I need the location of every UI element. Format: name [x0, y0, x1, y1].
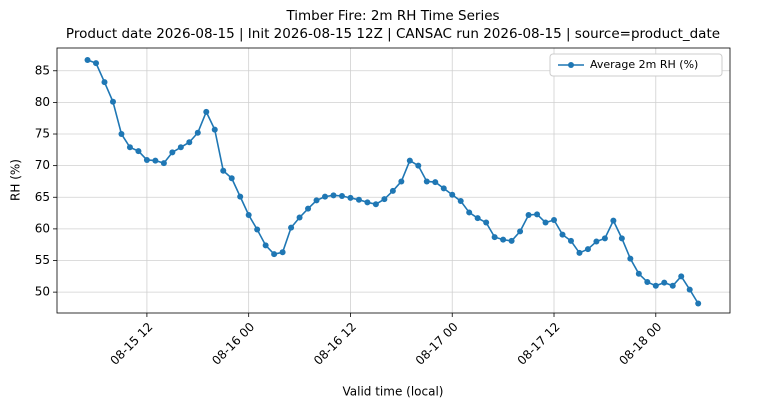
data-point [551, 217, 558, 224]
data-point [695, 300, 702, 307]
data-point [500, 236, 507, 243]
data-point [483, 219, 490, 226]
plot-frame [56, 47, 731, 314]
data-point [330, 192, 337, 199]
data-point [508, 237, 515, 244]
data-point [186, 139, 193, 146]
data-point [177, 144, 184, 151]
data-point [601, 235, 608, 242]
data-point [305, 205, 312, 212]
data-point [669, 282, 676, 289]
data-point [152, 157, 159, 164]
data-point [109, 98, 116, 105]
data-point [194, 129, 201, 136]
y-tick-label: 60 [35, 221, 50, 235]
x-axis-label: Valid time (local) [343, 385, 444, 399]
data-point [610, 217, 617, 224]
legend-marker [568, 62, 574, 68]
data-point [228, 175, 235, 182]
chart-subtitle: Product date 2026-08-15 | Init 2026-08-1… [66, 26, 720, 42]
data-point [296, 214, 303, 221]
data-point [423, 178, 430, 185]
data-point [271, 251, 278, 258]
data-point [686, 286, 693, 293]
data-point [457, 198, 464, 205]
data-point [534, 211, 541, 218]
legend-box [549, 53, 723, 77]
data-point [93, 60, 100, 67]
data-point [313, 197, 320, 204]
data-point [474, 215, 481, 222]
x-tick-label: 08-15 12 [107, 320, 155, 368]
data-point [84, 57, 91, 64]
y-tick-label: 80 [35, 95, 50, 109]
data-point [661, 279, 668, 286]
x-tick-label: 08-17 12 [515, 320, 563, 368]
x-tick-label: 08-17 00 [413, 320, 461, 368]
x-tick-label: 08-18 00 [616, 320, 664, 368]
data-point [338, 192, 345, 199]
data-point [678, 273, 685, 280]
y-tick-label: 55 [35, 253, 50, 267]
legend-label: Average 2m RH (%) [590, 58, 698, 71]
data-point [381, 196, 388, 203]
data-point [169, 149, 176, 156]
data-point [466, 209, 473, 216]
x-tick-label: 08-16 12 [311, 320, 359, 368]
data-point [203, 108, 210, 115]
data-point [389, 187, 396, 194]
data-point [542, 219, 549, 226]
data-point [254, 226, 261, 233]
data-point [593, 238, 600, 245]
data-point [347, 194, 354, 201]
data-point [288, 224, 295, 231]
data-point [517, 228, 524, 235]
data-point [211, 126, 218, 133]
data-point [406, 157, 413, 164]
data-point [355, 196, 362, 203]
data-point [652, 282, 659, 289]
data-point [644, 279, 651, 286]
data-point [245, 211, 252, 218]
data-point [618, 235, 625, 242]
data-point [160, 160, 167, 167]
data-point [491, 234, 498, 241]
y-tick-label: 85 [35, 63, 50, 77]
data-point [440, 185, 447, 192]
data-point [126, 144, 133, 151]
data-point [364, 199, 371, 206]
data-point [449, 191, 456, 198]
data-point [415, 162, 422, 169]
data-point [237, 193, 244, 200]
data-point [135, 148, 142, 155]
y-tick-label: 70 [35, 158, 50, 172]
data-point [635, 270, 642, 277]
data-point [567, 237, 574, 244]
data-point [398, 178, 405, 185]
chart-title: Timber Fire: 2m RH Time Series [285, 8, 499, 24]
x-tick-label: 08-16 00 [209, 320, 257, 368]
data-point [576, 249, 583, 256]
data-point [584, 246, 591, 253]
data-point [627, 255, 634, 262]
data-point [220, 167, 227, 174]
data-point [101, 79, 108, 86]
y-tick-label: 75 [35, 127, 50, 141]
data-point [262, 242, 269, 249]
data-point [118, 131, 125, 138]
data-point [432, 179, 439, 186]
data-point [525, 211, 532, 218]
data-point [279, 249, 286, 256]
data-point [143, 156, 150, 163]
data-point [322, 193, 329, 200]
data-line [87, 59, 699, 304]
data-point [372, 201, 379, 208]
y-tick-label: 50 [35, 285, 50, 299]
y-axis-label: RH (%) [9, 159, 23, 201]
data-point [559, 231, 566, 238]
y-tick-label: 65 [35, 190, 50, 204]
